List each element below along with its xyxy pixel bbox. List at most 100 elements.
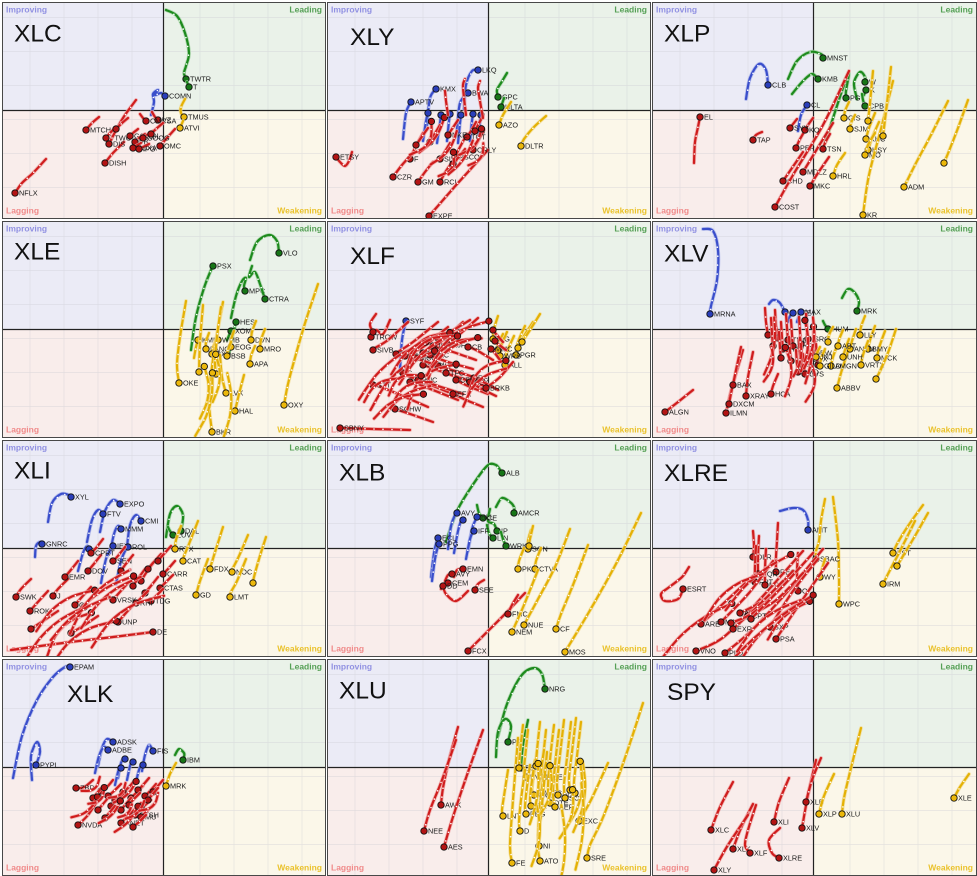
svg-text:BSB: BSB bbox=[231, 352, 246, 361]
svg-text:ROK: ROK bbox=[34, 607, 50, 616]
svg-text:HSY: HSY bbox=[872, 146, 887, 155]
svg-text:XLB: XLB bbox=[339, 460, 385, 487]
svg-text:FOXA: FOXA bbox=[137, 144, 157, 153]
svg-text:AEP: AEP bbox=[559, 803, 574, 812]
svg-text:CLB: CLB bbox=[772, 81, 786, 90]
svg-text:MMM: MMM bbox=[125, 525, 143, 534]
svg-text:Lagging: Lagging bbox=[656, 206, 689, 216]
svg-text:NRG: NRG bbox=[549, 685, 566, 694]
svg-text:ORLY: ORLY bbox=[477, 146, 496, 155]
svg-text:ARE: ARE bbox=[705, 620, 720, 629]
svg-text:ALGN: ALGN bbox=[669, 408, 689, 417]
svg-text:EXPO: EXPO bbox=[124, 500, 145, 509]
svg-text:ALB: ALB bbox=[506, 469, 520, 478]
svg-text:VRSK: VRSK bbox=[117, 596, 137, 605]
svg-text:HAL: HAL bbox=[239, 407, 253, 416]
svg-text:XOM: XOM bbox=[235, 327, 252, 336]
svg-text:EQR: EQR bbox=[762, 570, 778, 579]
svg-text:T: T bbox=[193, 83, 198, 92]
svg-text:Leading: Leading bbox=[614, 224, 647, 234]
svg-text:MOS: MOS bbox=[569, 648, 586, 656]
svg-text:SLA: SLA bbox=[444, 155, 458, 164]
svg-text:Improving: Improving bbox=[331, 5, 372, 15]
svg-text:Leading: Leading bbox=[940, 662, 973, 672]
svg-text:AES: AES bbox=[448, 843, 463, 852]
svg-text:XLRE: XLRE bbox=[664, 460, 728, 487]
svg-text:Weakening: Weakening bbox=[602, 863, 647, 873]
svg-text:PXD: PXD bbox=[216, 350, 231, 359]
svg-text:XLF: XLF bbox=[754, 849, 768, 858]
svg-text:IFF: IFF bbox=[478, 527, 489, 536]
svg-text:FE: FE bbox=[516, 859, 525, 868]
svg-text:CTSH: CTSH bbox=[139, 811, 159, 820]
svg-text:SPY: SPY bbox=[667, 679, 716, 706]
svg-text:OMC: OMC bbox=[164, 142, 181, 151]
svg-text:TWTR: TWTR bbox=[190, 75, 211, 84]
svg-text:ESRT: ESRT bbox=[687, 585, 707, 594]
svg-text:Lagging: Lagging bbox=[656, 863, 689, 873]
svg-text:FCX: FCX bbox=[472, 647, 487, 656]
svg-text:GPC: GPC bbox=[502, 93, 518, 102]
svg-text:GOOG: GOOG bbox=[147, 134, 170, 143]
svg-text:CEM: CEM bbox=[452, 579, 468, 588]
svg-text:RHI: RHI bbox=[140, 599, 153, 608]
svg-text:CPT: CPT bbox=[752, 612, 767, 621]
svg-text:CMI: CMI bbox=[145, 517, 158, 526]
svg-text:RCL: RCL bbox=[444, 178, 459, 187]
svg-text:KMX: KMX bbox=[440, 85, 456, 94]
svg-text:NFLX: NFLX bbox=[19, 189, 38, 198]
svg-text:XRAY: XRAY bbox=[750, 392, 769, 401]
svg-text:CTVA: CTVA bbox=[539, 565, 558, 574]
svg-text:TSN: TSN bbox=[827, 145, 842, 154]
svg-text:FIS: FIS bbox=[157, 747, 168, 756]
svg-text:VZ: VZ bbox=[162, 116, 172, 125]
svg-text:XLU: XLU bbox=[339, 678, 387, 705]
svg-text:SEN: SEN bbox=[117, 557, 132, 566]
svg-text:CMCSA: CMCSA bbox=[150, 117, 176, 126]
svg-text:LKQ: LKQ bbox=[482, 66, 497, 75]
svg-text:HRL: HRL bbox=[837, 172, 852, 181]
svg-text:HES: HES bbox=[240, 318, 255, 327]
svg-text:MRNA: MRNA bbox=[714, 310, 736, 319]
svg-text:VRTX: VRTX bbox=[865, 361, 884, 370]
svg-text:D: D bbox=[524, 827, 529, 836]
svg-text:PSCO: PSCO bbox=[459, 153, 480, 162]
svg-text:IBM: IBM bbox=[187, 756, 200, 765]
svg-text:DTE: DTE bbox=[554, 799, 569, 808]
svg-text:CVS: CVS bbox=[809, 370, 824, 379]
svg-text:ROL: ROL bbox=[132, 543, 147, 552]
svg-text:MTCH: MTCH bbox=[90, 126, 111, 135]
svg-text:BXP: BXP bbox=[774, 623, 789, 632]
svg-text:XLP: XLP bbox=[664, 21, 710, 48]
svg-text:CHD: CHD bbox=[787, 177, 803, 186]
svg-text:ABT: ABT bbox=[842, 342, 857, 351]
svg-text:CAT: CAT bbox=[187, 557, 202, 566]
svg-text:TTWO: TTWO bbox=[110, 134, 132, 143]
svg-text:NVDA: NVDA bbox=[82, 821, 102, 830]
svg-text:ATO: ATO bbox=[544, 857, 559, 866]
svg-text:XLP: XLP bbox=[823, 810, 837, 819]
svg-text:IRM: IRM bbox=[887, 580, 900, 589]
svg-text:ZBR: ZBR bbox=[80, 784, 95, 793]
svg-text:Weakening: Weakening bbox=[277, 863, 322, 873]
svg-text:VNO: VNO bbox=[700, 647, 716, 656]
svg-text:Weakening: Weakening bbox=[602, 206, 647, 216]
svg-text:AMCR: AMCR bbox=[518, 509, 540, 518]
svg-text:ECL: ECL bbox=[442, 534, 456, 543]
svg-text:NI: NI bbox=[543, 842, 550, 851]
svg-text:UNH: UNH bbox=[847, 353, 863, 362]
svg-text:CTAS: CTAS bbox=[164, 584, 183, 593]
svg-text:SBNY: SBNY bbox=[344, 424, 364, 433]
svg-text:PGR: PGR bbox=[520, 351, 536, 360]
svg-text:MRK: MRK bbox=[170, 782, 186, 791]
svg-text:XLY: XLY bbox=[718, 866, 731, 875]
svg-text:Leading: Leading bbox=[614, 5, 647, 15]
svg-text:LVX: LVX bbox=[230, 389, 243, 398]
svg-text:PNC: PNC bbox=[422, 376, 437, 385]
svg-text:NUE: NUE bbox=[528, 621, 544, 630]
svg-text:PPG: PPG bbox=[443, 540, 459, 549]
svg-text:XLI: XLI bbox=[14, 458, 51, 485]
svg-text:Improving: Improving bbox=[6, 5, 47, 15]
svg-text:LNT: LNT bbox=[507, 812, 521, 821]
svg-text:MAX: MAX bbox=[805, 308, 821, 317]
